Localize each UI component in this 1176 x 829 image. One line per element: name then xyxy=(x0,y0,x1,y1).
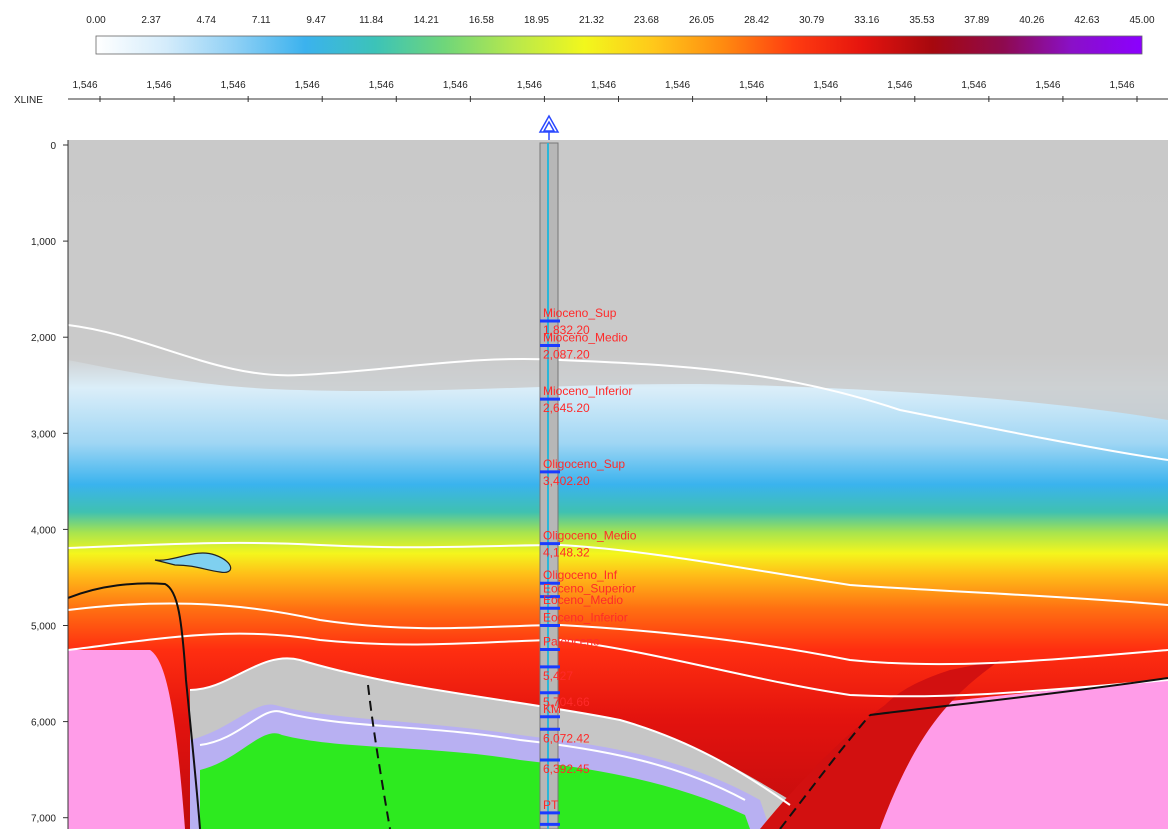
well-marker-depth: 4,148.32 xyxy=(543,546,590,560)
well-marker-name: Oligoceno_Inf xyxy=(543,568,618,582)
well-marker-name: Paleoceno xyxy=(543,635,600,649)
horizon-line-5 xyxy=(189,657,791,806)
xline-tick-label: 1,546 xyxy=(147,80,172,91)
xline-tick-label: 1,546 xyxy=(72,80,97,91)
well-marker-depth: 5,704.66 xyxy=(543,695,590,709)
xline-tick-label: 1,546 xyxy=(813,80,838,91)
red-channel xyxy=(760,660,1000,829)
xline-tick-label: 1,546 xyxy=(739,80,764,91)
well-marker-depth: 2,645.20 xyxy=(543,401,590,415)
colorbar-tick-label: 33.16 xyxy=(854,15,879,26)
xline-tick-label: 1,546 xyxy=(1109,80,1134,91)
well-marker-name: Mioceno_Inferior xyxy=(543,384,632,398)
colorbar-tick-label: 0.00 xyxy=(86,15,106,26)
fault-dashed-right xyxy=(779,714,871,829)
colorbar-tick-label: 28.42 xyxy=(744,15,769,26)
well-marker-name: Mioceno_Sup xyxy=(543,306,617,320)
horizon-line-4 xyxy=(68,632,1168,698)
colorbar-tick-labels: 0.00 2.37 4.74 7.11 9.47 11.84 14.21 16.58 18.95… xyxy=(86,15,1155,26)
colorbar-bar xyxy=(95,35,1143,55)
well-marker-depth: 6,392.45 xyxy=(543,762,590,776)
well-marker-depth: 1,832.20 xyxy=(543,323,590,337)
well-marker-depth: 7,078.91 xyxy=(543,826,590,829)
xline-tick-labels: 1,546 1,546 1,546 1,546 1,546 1,546 1,546 1,546… xyxy=(72,80,1138,102)
xline-tick-label: 1,546 xyxy=(887,80,912,91)
well-marker-name: Eoceno_Inferior xyxy=(543,611,628,625)
horizon-line-2 xyxy=(68,541,1168,606)
horizon-line-3 xyxy=(68,602,1168,666)
well-marker-name: Oligoceno_Medio xyxy=(543,529,637,543)
y-tick-label: 3,000 xyxy=(31,429,56,440)
colorbar-tick-label: 4.74 xyxy=(196,15,216,26)
well-marker-depth: 6,072.42 xyxy=(543,731,590,745)
y-tick-label: 4,000 xyxy=(31,525,56,536)
y-tick-label: 1,000 xyxy=(31,237,56,248)
xline-tick-label: 1,546 xyxy=(295,80,320,91)
colorbar-tick-label: 45.00 xyxy=(1129,15,1154,26)
colorbar-tick-label: 23.68 xyxy=(634,15,659,26)
upper-gray-zone xyxy=(68,140,1168,420)
xline-tick-label: 1,546 xyxy=(221,80,246,91)
colorbar-tick-label: 14.21 xyxy=(414,15,439,26)
xline-axis-label: XLINE xyxy=(14,95,43,106)
well-marker-name: Eoceno_Superior xyxy=(543,582,636,596)
xline-tick-label: 1,546 xyxy=(665,80,690,91)
y-tick-labels: 0 1,000 2,000 3,000 4,000 5,000 6,000 7,000 xyxy=(31,141,68,825)
well-head-icon xyxy=(538,114,560,140)
xline-tick-label: 1,546 xyxy=(1035,80,1060,91)
colorbar-tick-label: 9.47 xyxy=(306,15,326,26)
colorbar: 0.00 2.37 4.74 7.11 9.47 11.84 14.21 16.58 18.95… xyxy=(86,15,1155,55)
well-marker-name: Eoceno_Medio xyxy=(543,593,623,607)
colorbar-tick-label: 11.84 xyxy=(359,15,384,26)
y-tick-label: 2,000 xyxy=(31,333,56,344)
y-tick-label: 0 xyxy=(50,141,56,152)
xline-tick-label: 1,546 xyxy=(443,80,468,91)
colorbar-tick-label: 30.79 xyxy=(799,15,824,26)
colorbar-tick-label: 35.53 xyxy=(909,15,934,26)
colorbar-tick-label: 7.11 xyxy=(252,15,271,26)
colorbar-tick-label: 40.26 xyxy=(1019,15,1044,26)
colorbar-tick-label: 37.89 xyxy=(964,15,989,26)
salt-boundary-right xyxy=(869,677,1168,716)
colorbar-tick-label: 16.58 xyxy=(469,15,494,26)
xline-tick-label: 1,546 xyxy=(517,80,542,91)
colorbar-tick-label: 2.37 xyxy=(141,15,161,26)
colorbar-tick-label: 42.63 xyxy=(1074,15,1099,26)
small-anomaly xyxy=(154,552,232,574)
salt-body-left xyxy=(68,650,185,829)
xline-tick-label: 1,546 xyxy=(961,80,986,91)
colorbar-tick-label: 21.32 xyxy=(579,15,604,26)
well-marker-depth: 3,402.20 xyxy=(543,474,590,488)
xline-tick-label: 1,546 xyxy=(369,80,394,91)
salt-boundary-left xyxy=(68,582,201,829)
well-marker-depth: 5,427 xyxy=(543,669,573,683)
well-marker-name: Mioceno_Medio xyxy=(543,331,628,345)
well-marker-name: PT xyxy=(543,798,559,812)
horizon-line-1 xyxy=(68,324,1168,461)
colorbar-tick-label: 18.95 xyxy=(524,15,549,26)
y-tick-label: 6,000 xyxy=(31,718,56,729)
horizon-line-6 xyxy=(199,710,746,801)
well-marker-name: KM xyxy=(543,702,561,716)
well-marker-name: Oligoceno_Sup xyxy=(543,457,625,471)
green-body xyxy=(200,733,750,829)
well-marker-depth: 2,087.20 xyxy=(543,348,590,362)
y-axis: 0 1,000 2,000 3,000 4,000 5,000 6,000 7,000 xyxy=(31,140,69,829)
y-tick-label: 7,000 xyxy=(31,814,56,825)
xline-tick-label: 1,546 xyxy=(591,80,616,91)
y-tick-label: 5,000 xyxy=(31,622,56,633)
xline-axis: XLINE 1,546 1,546 1,546 1,546 1,546 1,546 1,54… xyxy=(14,80,1168,106)
colorbar-tick-label: 26.05 xyxy=(689,15,714,26)
